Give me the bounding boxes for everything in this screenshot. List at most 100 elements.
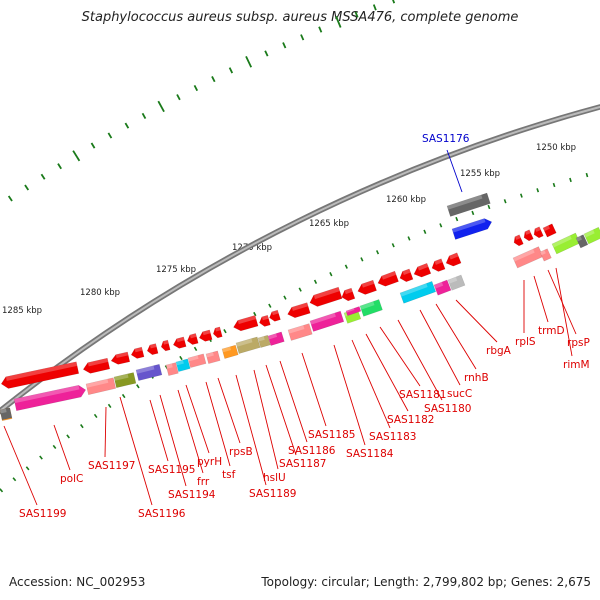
gene-label: rimM — [563, 359, 590, 371]
scale-tick — [57, 163, 62, 170]
gene-label: pyrH — [197, 456, 222, 468]
inner-tick — [268, 303, 272, 308]
scale-tick — [372, 4, 377, 11]
gene-arrow-lower — [309, 310, 345, 332]
gene-arrow-lower — [187, 353, 207, 368]
inner-tick — [503, 199, 507, 204]
gene-arrow-lower — [359, 299, 383, 317]
inner-tick — [360, 257, 364, 262]
accession-text: Accession: NC_002953 — [9, 575, 146, 589]
scale-tick — [245, 56, 253, 68]
gene-arrow-lower — [447, 274, 466, 291]
leader-line — [446, 149, 463, 193]
scale-tick — [354, 11, 359, 18]
inner-tick — [344, 264, 348, 269]
inner-tick — [329, 272, 333, 277]
inner-tick — [391, 243, 395, 248]
gene-arrow-upper — [198, 329, 213, 342]
leader-line — [185, 384, 210, 454]
leader-line — [104, 406, 107, 458]
scale-tick — [264, 50, 269, 57]
gene-arrow-upper — [259, 314, 271, 327]
inner-tick — [487, 204, 491, 210]
scale-tick — [124, 122, 130, 129]
gene-arrow-upper — [341, 287, 356, 302]
genome-summary-text: Topology: circular; Length: 2,799,802 bp… — [261, 575, 591, 589]
leader-line — [235, 374, 267, 486]
label-leaders — [3, 149, 577, 506]
gene-label: SAS1181 — [399, 389, 446, 401]
scale-tick — [24, 184, 30, 191]
inner-tick — [93, 413, 98, 419]
leader-line — [177, 389, 204, 474]
inner-tick — [439, 223, 443, 228]
gene-arrow-upper — [446, 192, 491, 217]
inner-tick — [569, 177, 572, 183]
gene-labels: SAS1176 SAS1199 polC SAS1197 SAS1196 SAS1195 S… — [19, 133, 590, 520]
scale-tick — [72, 150, 81, 162]
gene-arrow-lower — [135, 363, 163, 381]
gene-label: frr — [197, 476, 210, 488]
gene-label: rpsP — [567, 337, 590, 349]
gene-label: SAS1183 — [369, 431, 416, 443]
inner-tick — [107, 403, 112, 408]
gene-arrow-lower — [221, 344, 239, 359]
kbp-label: 1265 kbp — [309, 219, 349, 229]
gene-label: SAS1186 — [288, 445, 336, 457]
scale-tick — [392, 0, 396, 4]
gene-arrow-lower — [583, 226, 600, 245]
gene-label: SAS1184 — [346, 448, 394, 460]
leader-line — [555, 267, 573, 357]
leader-line — [119, 396, 153, 506]
scale-tick — [7, 195, 13, 202]
inner-tick — [585, 172, 589, 178]
gene-arrow-upper — [110, 351, 131, 365]
scale-tick — [228, 67, 234, 74]
gene-arrow-lower — [257, 334, 271, 348]
kbp-label: 1275 kbp — [156, 265, 196, 275]
backbone-highlight — [0, 106, 600, 413]
inner-tick — [298, 287, 302, 292]
gene-arrow-upper — [533, 226, 544, 239]
gene-arrow-lower — [205, 350, 221, 364]
gene-arrow-upper — [233, 315, 259, 332]
inner-tick — [552, 182, 556, 188]
leader-line — [53, 424, 71, 471]
gene-label: SAS1195 — [148, 464, 195, 476]
gene-arrow-upper — [130, 346, 145, 359]
gene-arrow-upper — [431, 258, 446, 272]
leader-line — [279, 360, 308, 443]
inner-tick — [253, 311, 257, 317]
leader-line — [365, 333, 409, 412]
gene-label: tsf — [222, 469, 236, 481]
gene-arrow-upper — [160, 339, 171, 352]
gene-arrow-lower — [575, 234, 589, 249]
gene-arrow-lower — [175, 358, 191, 372]
kbp-label: 1260 kbp — [386, 195, 426, 205]
gene-label: SAS1189 — [249, 488, 296, 500]
gene-features — [0, 192, 600, 422]
inner-tick — [136, 384, 140, 389]
gene-arrow-upper — [445, 252, 462, 267]
gene-label: SAS1187 — [279, 458, 326, 470]
leader-line — [149, 399, 169, 462]
inner-tick — [12, 477, 17, 482]
leader-line — [533, 275, 549, 323]
scale-tick — [300, 34, 305, 41]
gene-label: SAS1180 — [424, 403, 471, 415]
gene-arrow-lower — [267, 331, 285, 346]
scale-tick — [282, 42, 287, 49]
inner-tick — [0, 488, 4, 493]
inner-tick — [121, 393, 126, 399]
inner-tick — [313, 279, 318, 284]
genome-backbone — [0, 104, 600, 415]
gene-arrow-lower — [165, 362, 179, 376]
inner-tick — [39, 455, 43, 460]
leader-line — [351, 339, 391, 429]
inner-tick — [423, 229, 427, 234]
gene-arrow-upper — [513, 234, 524, 247]
scale-tick — [193, 84, 199, 92]
